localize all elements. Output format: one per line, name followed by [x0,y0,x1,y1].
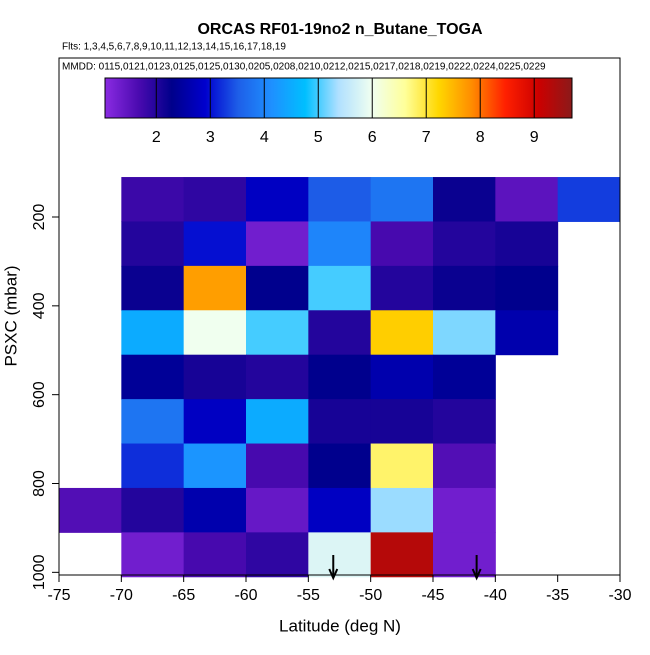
heatmap-cell [370,487,434,533]
y-tick-label: 400 [31,292,48,319]
heatmap-cell [183,221,247,267]
heatmap-cell [246,177,309,222]
colorbar-tick-label: 8 [476,129,485,146]
heatmap-cell [183,487,247,533]
heatmap-cell [308,177,372,222]
heatmap-cell [495,310,559,356]
heatmap-cell [433,265,496,311]
heatmap-cell [121,399,185,445]
heatmap-cell [433,532,496,578]
heatmap-cell [308,265,372,311]
heatmap-cell [370,310,434,356]
note: MMDD: 0115,0121,0123,0125,0125,0130,0205… [62,62,546,73]
heatmap-cell [121,443,185,489]
x-tick-label: -70 [110,587,133,604]
heatmap-cell [433,354,496,400]
heatmap-cell [246,354,309,400]
x-tick-label: -30 [608,587,631,604]
heatmap-cell [183,265,247,311]
x-tick-label: -60 [234,587,257,604]
chart-title: ORCAS RF01-19no2 n_Butane_TOGA [197,21,483,38]
x-tick-label: -50 [359,587,382,604]
heatmap-cell [495,265,559,311]
heatmap-cell [246,443,309,489]
heatmap-cell [59,487,122,533]
x-tick-label: -75 [47,587,70,604]
colorbar-tick-label: 2 [152,129,161,146]
heatmap-cell [121,221,185,267]
x-tick-label: -65 [172,587,195,604]
heatmap-cell [308,354,372,400]
heatmap-cell [433,310,496,356]
heatmap-cell [121,354,185,400]
x-tick-label: -45 [421,587,444,604]
heatmap-cell [370,399,434,445]
heatmap-cell [433,221,496,267]
heatmap-cell [495,177,559,222]
x-tick-label: -55 [297,587,320,604]
colorbar-tick-label: 6 [368,129,377,146]
heatmap-cell [308,399,372,445]
x-axis-label: Latitude (deg N) [279,616,401,635]
heatmap-cell [308,443,372,489]
heatmap-cell [183,354,247,400]
heatmap-cell [308,221,372,267]
heatmap-cell [246,221,309,267]
heatmap-cell [370,221,434,267]
subtitle: Flts: 1,3,4,5,6,7,8,9,10,11,12,13,14,15,… [62,42,286,53]
y-tick-label: 200 [31,204,48,231]
heatmap-cell [495,221,559,267]
y-tick-label: 600 [31,381,48,408]
y-tick-label: 1000 [31,554,48,590]
heatmap-cell [370,443,434,489]
heatmap-cell [121,310,185,356]
heatmap-cell [370,354,434,400]
colorbar-tick-label: 7 [422,129,431,146]
heatmap-cell [308,487,372,533]
heatmap-cell [433,177,496,222]
colorbar [104,77,573,119]
heatmap-cell [183,399,247,445]
heatmap-cell [246,532,309,578]
y-axis-label: PSXC (mbar) [1,265,20,366]
heatmap-cell [370,532,434,578]
heatmap-cell [308,310,372,356]
y-tick-label: 800 [31,470,48,497]
heatmap-cell [183,443,247,489]
heatmap-cell [370,265,434,311]
colorbar-tick-label: 5 [314,129,323,146]
x-tick-label: -40 [484,587,507,604]
x-tick-label: -35 [546,587,569,604]
heatmap-cell [183,532,247,578]
colorbar-tick-label: 4 [260,129,269,146]
heatmap-cell [121,487,185,533]
heatmap-cell [246,265,309,311]
heatmap-cell [246,310,309,356]
heatmap-cell [246,487,309,533]
arrow-head [328,568,339,581]
heatmap-cell [183,177,247,222]
colorbar-tick-label: 9 [530,129,539,146]
heatmap-cell [121,265,185,311]
heatmap-cell [433,443,496,489]
heatmap-cell [121,177,185,222]
heatmap-cell [121,532,185,578]
heatmap-cell [433,399,496,445]
heatmap-cell [433,487,496,533]
plot-frame [58,57,621,576]
arrow-head [471,568,482,581]
heatmap-cell [308,532,372,578]
heatmap-cell [183,310,247,356]
heatmap-cell [246,399,309,445]
heatmap-cell [557,177,621,222]
colorbar-tick-label: 3 [206,129,215,146]
heatmap-cell [370,177,434,222]
